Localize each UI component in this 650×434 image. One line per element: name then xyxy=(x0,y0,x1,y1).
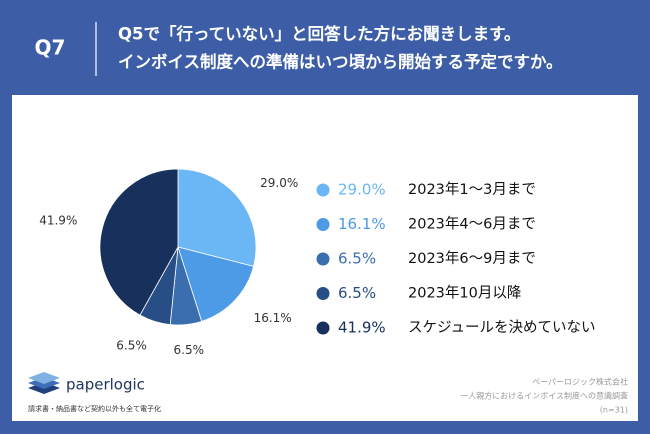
legend-marker xyxy=(316,252,330,266)
legend-label: 2023年6〜9月まで xyxy=(408,250,536,267)
legend-value: 29.0% xyxy=(338,181,386,199)
legend-value: 16.1% xyxy=(338,215,386,233)
logo-mark xyxy=(28,372,60,394)
legend-marker xyxy=(316,183,330,197)
chart-title: Q5で「行っていない」と回答した方にお聞きします。 xyxy=(118,24,521,44)
source-line: 一人親方におけるインボイス制度への意識調査 xyxy=(460,391,628,401)
legend-marker xyxy=(316,287,330,300)
legend-label: 2023年10月以降 xyxy=(408,285,521,302)
source-line: (n=31) xyxy=(600,406,628,415)
pie-slice xyxy=(177,168,257,267)
legend-label: スケジュールを決めていない xyxy=(408,319,595,336)
logo-tagline: 請求書・納品書など契約以外も全て電子化 xyxy=(28,404,161,413)
legend-marker xyxy=(316,321,330,335)
legend-value: 41.9% xyxy=(338,319,386,337)
legend-label: 2023年1〜3月まで xyxy=(408,181,536,198)
data-label: 41.9% xyxy=(39,213,77,227)
legend-marker xyxy=(316,218,330,231)
legend-value: 6.5% xyxy=(338,284,376,302)
pie-slice xyxy=(99,168,179,316)
source-line: ペーパーロジック株式会社 xyxy=(532,377,628,387)
pie-slice xyxy=(177,246,255,322)
question-number: Q7 xyxy=(35,36,66,60)
legend-label: 2023年4〜6月まで xyxy=(408,216,536,233)
chart-subtitle: インボイス制度への準備はいつ頃から開始する予定ですか。 xyxy=(118,52,563,72)
data-label: 29.0% xyxy=(260,176,298,190)
data-label: 6.5% xyxy=(174,343,205,357)
data-label: 16.1% xyxy=(254,311,292,325)
legend-value: 6.5% xyxy=(338,250,376,268)
data-label: 6.5% xyxy=(116,339,147,353)
logo-text: paperlogic xyxy=(66,376,145,394)
